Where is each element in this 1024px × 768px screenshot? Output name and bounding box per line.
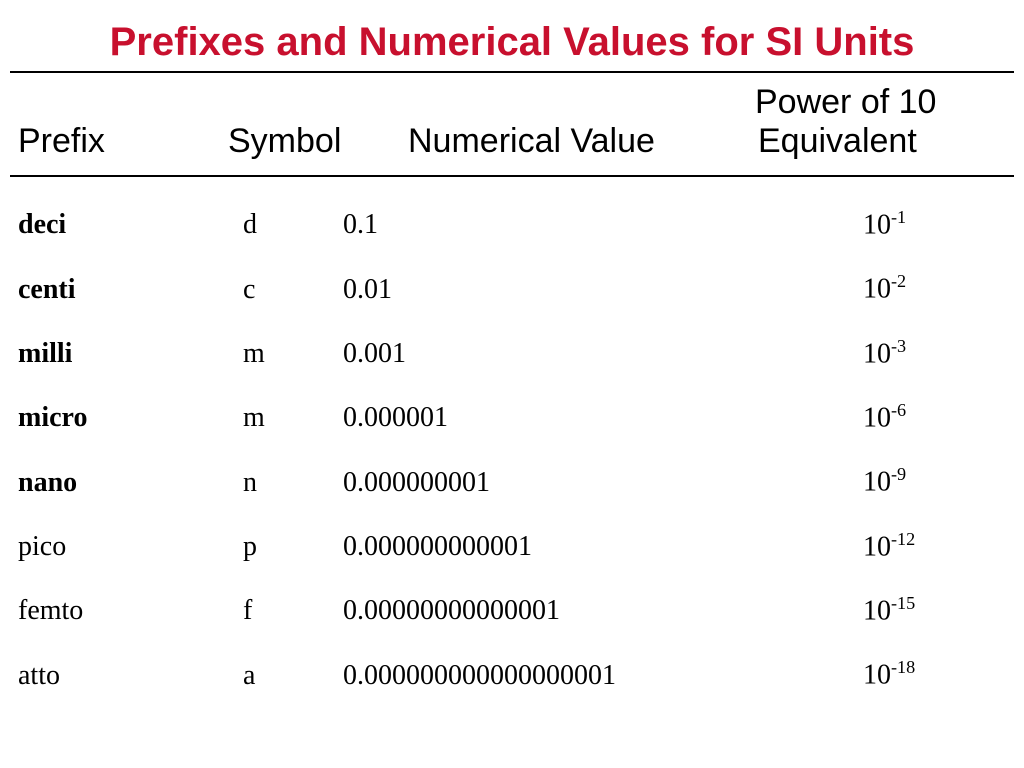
cell-symbol: m xyxy=(243,338,343,370)
cell-prefix: femto xyxy=(18,595,243,627)
cell-value: 0.1 xyxy=(343,209,863,241)
cell-prefix: pico xyxy=(18,531,243,563)
cell-value: 0.000000001 xyxy=(343,467,863,499)
header-row: Prefix Symbol Numerical Value Equivalent xyxy=(10,122,1014,161)
cell-value: 0.000000000001 xyxy=(343,531,863,563)
header-power-top: Power of 10 xyxy=(10,83,1014,122)
cell-power: 10-2 xyxy=(863,271,1014,305)
table-header: Power of 10 Prefix Symbol Numerical Valu… xyxy=(10,71,1014,177)
cell-value: 0.000000000000000001 xyxy=(343,660,863,692)
header-symbol: Symbol xyxy=(228,122,408,161)
cell-prefix: deci xyxy=(18,209,243,241)
cell-power: 10-3 xyxy=(863,336,1014,370)
cell-power: 10-18 xyxy=(863,657,1014,691)
table-row: nanon0.00000000110-9 xyxy=(10,464,1014,498)
cell-power: 10-12 xyxy=(863,529,1014,563)
cell-symbol: n xyxy=(243,467,343,499)
cell-symbol: m xyxy=(243,402,343,434)
header-equiv: Equivalent xyxy=(758,122,1014,161)
header-value: Numerical Value xyxy=(408,122,758,161)
header-prefix: Prefix xyxy=(18,122,228,161)
table-row: microm0.00000110-6 xyxy=(10,400,1014,434)
cell-prefix: micro xyxy=(18,402,243,434)
cell-power: 10-9 xyxy=(863,464,1014,498)
table-row: attoa0.00000000000000000110-18 xyxy=(10,657,1014,691)
table-row: picop0.00000000000110-12 xyxy=(10,529,1014,563)
cell-symbol: c xyxy=(243,274,343,306)
cell-value: 0.000001 xyxy=(343,402,863,434)
cell-power: 10-6 xyxy=(863,400,1014,434)
table-row: femtof0.0000000000000110-15 xyxy=(10,593,1014,627)
table-row: centic0.0110-2 xyxy=(10,271,1014,305)
cell-power: 10-15 xyxy=(863,593,1014,627)
cell-prefix: nano xyxy=(18,467,243,499)
cell-prefix: centi xyxy=(18,274,243,306)
cell-symbol: d xyxy=(243,209,343,241)
cell-symbol: a xyxy=(243,660,343,692)
table-row: millim0.00110-3 xyxy=(10,336,1014,370)
cell-value: 0.00000000000001 xyxy=(343,595,863,627)
cell-prefix: atto xyxy=(18,660,243,692)
cell-symbol: p xyxy=(243,531,343,563)
cell-prefix: milli xyxy=(18,338,243,370)
cell-symbol: f xyxy=(243,595,343,627)
table-body: decid0.110-1centic0.0110-2millim0.00110-… xyxy=(10,207,1014,692)
page-title: Prefixes and Numerical Values for SI Uni… xyxy=(10,20,1014,65)
cell-power: 10-1 xyxy=(863,207,1014,241)
cell-value: 0.001 xyxy=(343,338,863,370)
table-row: decid0.110-1 xyxy=(10,207,1014,241)
cell-value: 0.01 xyxy=(343,274,863,306)
